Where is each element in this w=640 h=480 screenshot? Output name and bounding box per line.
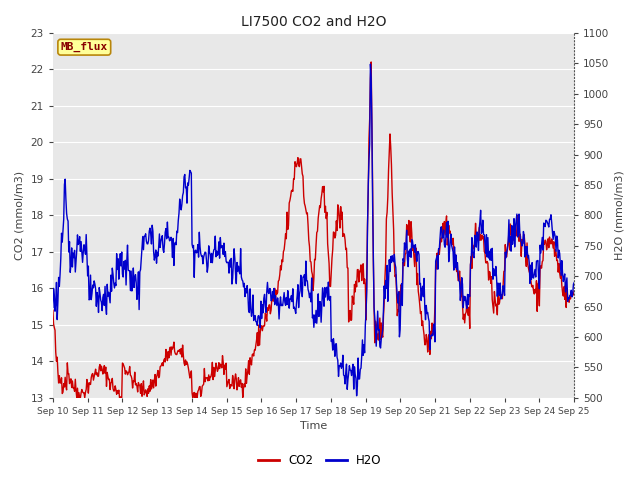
Y-axis label: CO2 (mmol/m3): CO2 (mmol/m3) xyxy=(15,171,25,260)
X-axis label: Time: Time xyxy=(300,421,327,432)
Title: LI7500 CO2 and H2O: LI7500 CO2 and H2O xyxy=(241,15,387,29)
Y-axis label: H2O (mmol/m3): H2O (mmol/m3) xyxy=(615,170,625,260)
Text: MB_flux: MB_flux xyxy=(61,42,108,52)
Legend: CO2, H2O: CO2, H2O xyxy=(253,449,387,472)
